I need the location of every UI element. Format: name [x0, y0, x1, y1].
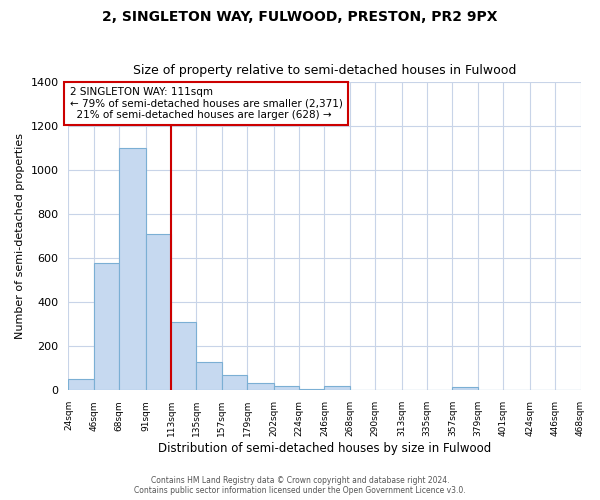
X-axis label: Distribution of semi-detached houses by size in Fulwood: Distribution of semi-detached houses by … — [158, 442, 491, 455]
Bar — [325, 386, 350, 390]
Bar — [299, 389, 325, 390]
Bar — [222, 375, 247, 390]
Bar — [68, 380, 94, 390]
Bar — [247, 382, 274, 390]
Bar — [146, 234, 171, 390]
Text: Contains HM Land Registry data © Crown copyright and database right 2024.
Contai: Contains HM Land Registry data © Crown c… — [134, 476, 466, 495]
Bar — [94, 262, 119, 390]
Bar — [452, 387, 478, 390]
Bar — [119, 148, 146, 390]
Bar — [171, 322, 196, 390]
Bar — [196, 362, 222, 390]
Title: Size of property relative to semi-detached houses in Fulwood: Size of property relative to semi-detach… — [133, 64, 516, 77]
Y-axis label: Number of semi-detached properties: Number of semi-detached properties — [15, 134, 25, 340]
Text: 2 SINGLETON WAY: 111sqm
← 79% of semi-detached houses are smaller (2,371)
  21% : 2 SINGLETON WAY: 111sqm ← 79% of semi-de… — [70, 86, 343, 120]
Bar — [274, 386, 299, 390]
Text: 2, SINGLETON WAY, FULWOOD, PRESTON, PR2 9PX: 2, SINGLETON WAY, FULWOOD, PRESTON, PR2 … — [102, 10, 498, 24]
